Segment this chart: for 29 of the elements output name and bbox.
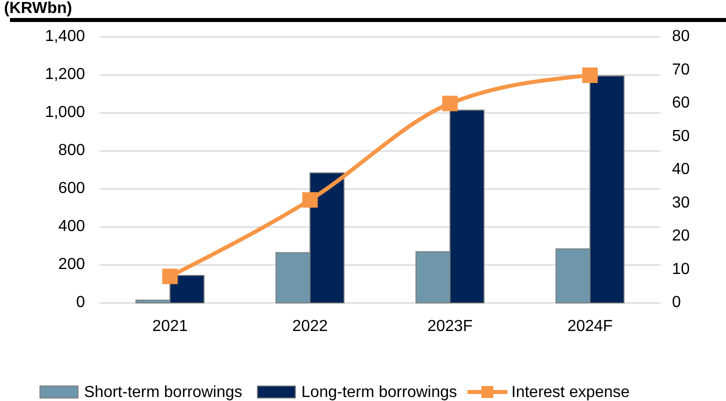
y2-tick-label: 30 bbox=[672, 194, 690, 212]
y2-tick-label: 20 bbox=[672, 228, 690, 245]
y-tick-label: 400 bbox=[58, 218, 86, 236]
legend-label: Long-term borrowings bbox=[301, 384, 458, 401]
y-tick-label: 200 bbox=[58, 256, 86, 274]
point bbox=[302, 192, 318, 208]
y2-tick-label: 50 bbox=[672, 128, 690, 145]
y2-tick-label: 70 bbox=[672, 61, 690, 78]
x-tick-label: 2022 bbox=[292, 318, 328, 335]
point bbox=[582, 67, 598, 83]
x-tick-label: 2023F bbox=[427, 318, 473, 335]
point bbox=[442, 96, 458, 112]
y2-tick-label: 80 bbox=[672, 28, 690, 46]
y-tick-label: 800 bbox=[58, 142, 86, 160]
x-tick-label: 2021 bbox=[152, 318, 188, 335]
y-tick-label: 1,000 bbox=[44, 104, 86, 122]
legend-label: Short-term borrowings bbox=[84, 384, 242, 401]
legend-label: Interest expense bbox=[511, 384, 630, 401]
y2-tick-label: 0 bbox=[672, 294, 681, 312]
y-tick-label: 1,200 bbox=[44, 66, 86, 84]
point bbox=[162, 268, 178, 284]
y2-tick-label: 60 bbox=[672, 94, 690, 112]
y-tick-label: 0 bbox=[76, 294, 86, 312]
y2-tick-label: 10 bbox=[672, 260, 690, 278]
y-tick-label: 600 bbox=[58, 180, 86, 198]
y2-tick-label: 40 bbox=[672, 161, 690, 178]
chart-title: (KRWbn) bbox=[4, 0, 72, 17]
y-tick-label: 1,400 bbox=[44, 28, 86, 46]
x-tick-label: 2024F bbox=[567, 318, 613, 335]
